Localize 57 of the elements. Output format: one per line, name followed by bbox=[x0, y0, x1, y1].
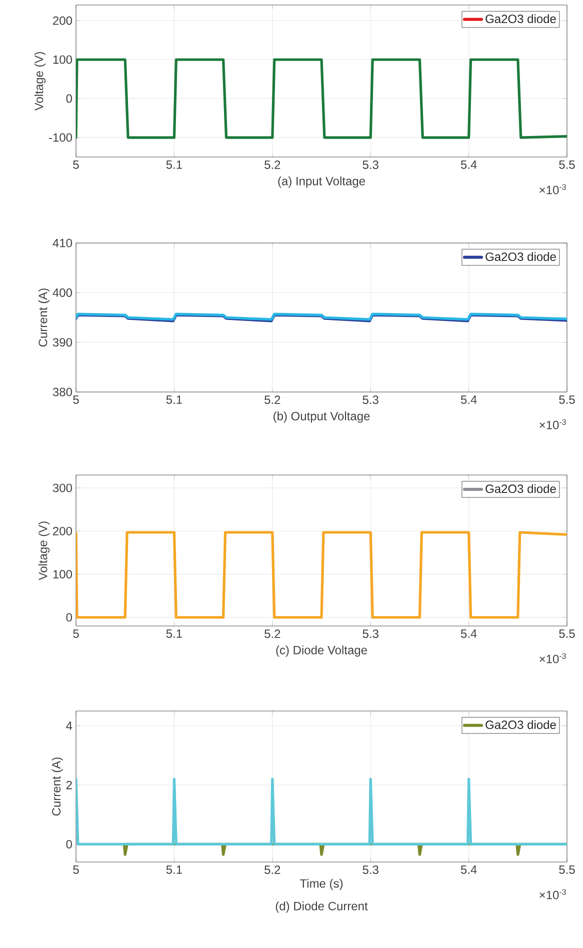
y-tick-label: 300 bbox=[52, 484, 72, 492]
y-tick-label: 4 bbox=[66, 722, 72, 730]
legend-label: Ga2O3 diode bbox=[486, 484, 556, 494]
x-tick-label: 5.3 bbox=[362, 866, 378, 874]
y-axis-title: Current (A) bbox=[52, 758, 63, 816]
x-tick-label: 5.4 bbox=[460, 160, 477, 169]
text: ×10$^{-3}$ bbox=[540, 419, 566, 430]
text: (b) Output Voltage bbox=[274, 412, 370, 423]
x-tick-label: 5.1 bbox=[166, 630, 182, 638]
x-tick-label: 5.2 bbox=[264, 160, 280, 170]
y-tick-label: 100 bbox=[53, 55, 72, 64]
x-tick-label: 5.3 bbox=[362, 630, 378, 638]
text: ×10$^{-3}$ bbox=[540, 184, 566, 194]
y-axis-title: Voltage (V) bbox=[34, 52, 46, 111]
y-tick-label: 0 bbox=[66, 613, 72, 622]
y-tick-label: 390 bbox=[52, 338, 72, 347]
text: ×10$^{-3}$ bbox=[540, 653, 566, 664]
y-tick-label: 0 bbox=[66, 840, 72, 848]
x-tick-label: 5.4 bbox=[460, 866, 477, 874]
x-tick-label: 5.4 bbox=[460, 396, 477, 404]
y-axis-title: Voltage (V) bbox=[38, 522, 50, 580]
x-tick-label: 5.1 bbox=[166, 866, 182, 874]
x-tick-label: 5 bbox=[73, 866, 79, 874]
x-tick-label: 5.5 bbox=[559, 396, 575, 404]
y-tick-label: 100 bbox=[53, 570, 72, 578]
legend-label: Ga2O3 diode bbox=[486, 252, 556, 261]
x-tick-label: 5 bbox=[73, 160, 79, 169]
x-tick-label: 5.3 bbox=[362, 396, 378, 404]
y-tick-label: 200 bbox=[53, 526, 72, 536]
x-tick-label: 5.1 bbox=[166, 396, 182, 404]
x-tick-label: 5.5 bbox=[559, 866, 575, 874]
y-tick-label: 410 bbox=[52, 238, 72, 248]
x-tick-label: 5.5 bbox=[559, 160, 575, 169]
x-tick-label: 5 bbox=[73, 630, 79, 638]
y-tick-label: 380 bbox=[52, 388, 72, 396]
x-tick-label: 5.2 bbox=[264, 396, 280, 404]
line-series bbox=[76, 531, 567, 619]
text: (c) Diode Voltage bbox=[276, 646, 367, 657]
x-tick-label: 5.2 bbox=[264, 866, 280, 874]
text: (d) Diode Current bbox=[276, 902, 368, 913]
y-tick-label: 2 bbox=[66, 780, 72, 790]
x-axis-title: Time (s) bbox=[300, 878, 343, 890]
x-tick-label: 5.5 bbox=[559, 630, 575, 638]
legend-label: Ga2O3 diode bbox=[486, 14, 556, 24]
y-tick-label: 400 bbox=[52, 288, 72, 297]
text: ×10$^{-3}$ bbox=[540, 889, 566, 900]
y-tick-label: -100 bbox=[48, 133, 72, 142]
x-tick-label: 5.3 bbox=[362, 160, 378, 170]
text: (a) Input Voltage bbox=[278, 176, 365, 188]
y-tick-label: 0 bbox=[66, 94, 72, 103]
x-tick-label: 5.1 bbox=[166, 160, 182, 169]
x-tick-label: 5.4 bbox=[460, 630, 477, 638]
x-tick-label: 5 bbox=[73, 396, 79, 404]
y-tick-label: 200 bbox=[53, 16, 72, 25]
legend-label: Ga2O3 diode bbox=[486, 720, 556, 730]
x-tick-label: 5.2 bbox=[264, 630, 280, 638]
y-axis-title: Current (A) bbox=[38, 288, 50, 347]
